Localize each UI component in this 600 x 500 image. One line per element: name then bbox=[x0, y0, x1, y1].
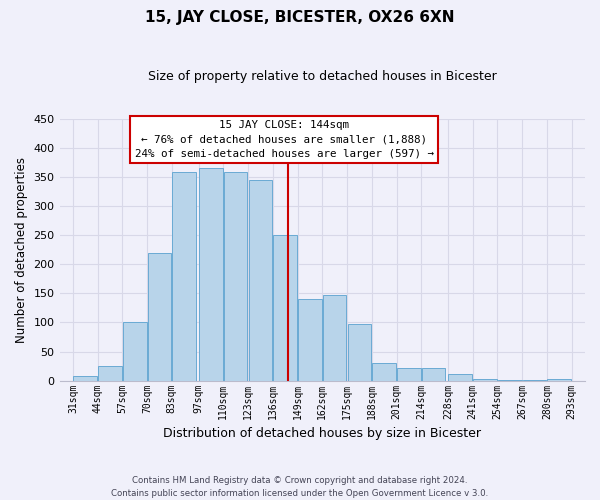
Bar bbox=[248, 180, 272, 380]
Bar bbox=[448, 374, 472, 380]
Text: 15, JAY CLOSE, BICESTER, OX26 6XN: 15, JAY CLOSE, BICESTER, OX26 6XN bbox=[145, 10, 455, 25]
Text: 15 JAY CLOSE: 144sqm
← 76% of detached houses are smaller (1,888)
24% of semi-de: 15 JAY CLOSE: 144sqm ← 76% of detached h… bbox=[134, 120, 434, 159]
Bar bbox=[347, 324, 371, 380]
Bar bbox=[224, 172, 247, 380]
Bar bbox=[199, 168, 223, 380]
Bar bbox=[422, 368, 445, 380]
Bar bbox=[274, 235, 297, 380]
Bar bbox=[323, 294, 346, 380]
Bar bbox=[172, 172, 196, 380]
Y-axis label: Number of detached properties: Number of detached properties bbox=[15, 157, 28, 343]
X-axis label: Distribution of detached houses by size in Bicester: Distribution of detached houses by size … bbox=[163, 427, 481, 440]
Title: Size of property relative to detached houses in Bicester: Size of property relative to detached ho… bbox=[148, 70, 497, 83]
Bar bbox=[298, 299, 322, 380]
Bar bbox=[73, 376, 97, 380]
Text: Contains HM Land Registry data © Crown copyright and database right 2024.
Contai: Contains HM Land Registry data © Crown c… bbox=[112, 476, 488, 498]
Bar bbox=[98, 366, 122, 380]
Bar bbox=[373, 363, 396, 380]
Bar bbox=[397, 368, 421, 380]
Bar bbox=[123, 322, 146, 380]
Bar bbox=[148, 252, 171, 380]
